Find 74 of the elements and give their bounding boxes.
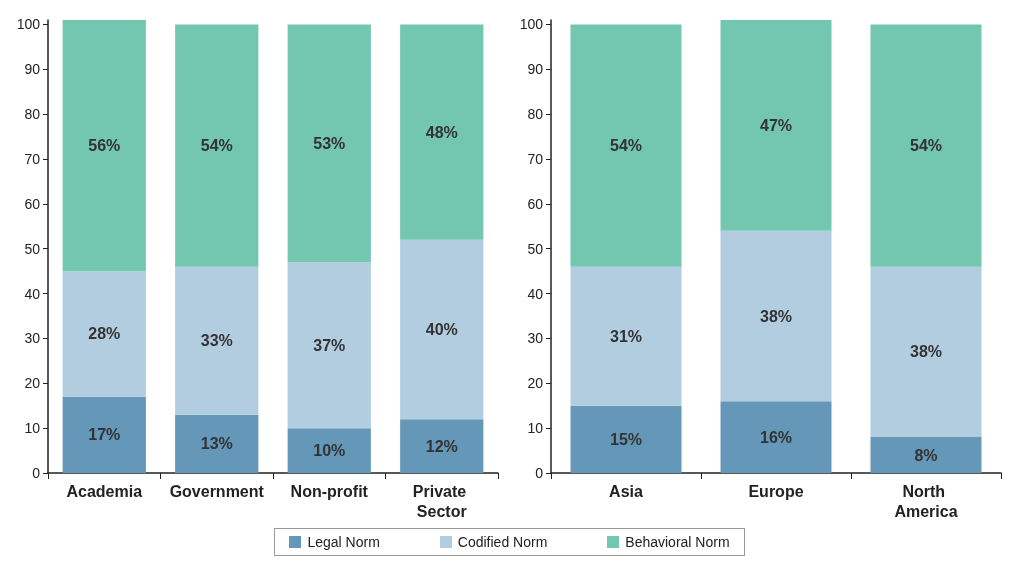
bar (175, 266, 259, 415)
bar (400, 239, 484, 420)
data-label: 16% (759, 428, 793, 446)
data-label: 54% (200, 137, 233, 155)
bar (175, 24, 259, 267)
bar (870, 437, 982, 473)
legend-label: Codified Norm (457, 534, 548, 550)
y-tick-label: 10 (527, 420, 544, 437)
bar (287, 428, 371, 473)
data-label: 47% (759, 116, 793, 134)
data-label: 10% (313, 442, 346, 460)
data-label: 8% (914, 446, 938, 464)
data-label: 54% (909, 137, 943, 155)
y-tick-label: 0 (32, 465, 41, 481)
y-tick-label: 100 (16, 16, 41, 33)
data-label: 53% (313, 134, 346, 152)
data-label: 15% (609, 430, 643, 448)
bar (287, 24, 371, 263)
x-tick-label: Government (169, 482, 265, 500)
x-tick-label: North America (894, 482, 958, 520)
data-label: 38% (759, 307, 793, 325)
bar (720, 401, 832, 473)
y-tick-label: 0 (535, 465, 544, 481)
y-tick-label: 90 (24, 61, 41, 78)
data-label: 13% (200, 435, 233, 453)
x-tick-label: Europe (748, 482, 804, 500)
data-label: 54% (609, 137, 643, 155)
y-tick-label: 80 (527, 106, 544, 123)
y-tick-label: 80 (24, 106, 41, 123)
data-label: 48% (425, 123, 458, 141)
y-tick-label: 20 (24, 375, 41, 392)
data-label: 17% (88, 426, 121, 444)
y-tick-label: 30 (24, 330, 41, 347)
data-label: 33% (200, 332, 233, 350)
y-tick-label: 50 (24, 240, 41, 257)
data-label: 31% (609, 327, 643, 345)
bar (570, 405, 682, 473)
x-tick-label: Private Sector (412, 482, 471, 520)
data-label: 56% (88, 137, 121, 155)
y-tick-label: 40 (24, 285, 41, 302)
data-label: 37% (313, 336, 346, 354)
y-tick-label: 50 (527, 240, 544, 257)
y-tick-label: 10 (24, 420, 41, 437)
y-tick-label: 20 (527, 375, 544, 392)
bar (720, 20, 832, 231)
x-tick-label: Non-profit (290, 482, 369, 500)
bar (870, 266, 982, 438)
data-label: 40% (425, 320, 458, 338)
data-label: 12% (425, 437, 458, 455)
bar (870, 24, 982, 267)
bar (570, 266, 682, 406)
bar (570, 24, 682, 267)
y-tick-label: 100 (519, 16, 544, 33)
bar (175, 414, 259, 473)
x-tick-label: Academia (66, 482, 143, 500)
y-tick-label: 30 (527, 330, 544, 347)
y-tick-label: 40 (527, 285, 544, 302)
data-label: 38% (909, 343, 943, 361)
bar (287, 262, 371, 429)
bar (62, 271, 146, 397)
bar (62, 20, 146, 272)
x-tick-label: Asia (609, 482, 643, 500)
bar (400, 24, 484, 240)
data-label: 28% (88, 325, 121, 343)
bar (720, 230, 832, 402)
legend-label: Behavioral Norm (625, 534, 730, 550)
y-tick-label: 90 (527, 61, 544, 78)
bar (62, 396, 146, 473)
bar (400, 419, 484, 473)
y-tick-label: 60 (527, 195, 544, 212)
y-tick-label: 70 (24, 151, 41, 168)
legend-label: Legal Norm (307, 534, 380, 550)
y-tick-label: 60 (24, 195, 41, 212)
y-tick-label: 70 (527, 151, 544, 168)
